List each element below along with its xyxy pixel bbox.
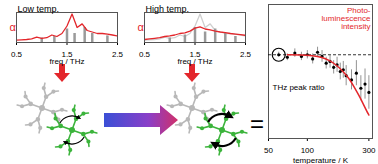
svg-text:freq / THz: freq / THz xyxy=(178,57,213,66)
svg-text:freq / THz: freq / THz xyxy=(50,57,85,66)
svg-text:300: 300 xyxy=(362,146,376,155)
svg-text:1.5: 1.5 xyxy=(61,50,73,60)
svg-text:THz peak ratio: THz peak ratio xyxy=(273,83,326,92)
svg-text:2.5: 2.5 xyxy=(112,50,124,59)
svg-text:α: α xyxy=(10,21,17,33)
svg-text:1.5: 1.5 xyxy=(189,50,201,60)
svg-text:0.5: 0.5 xyxy=(11,50,23,59)
svg-text:100: 100 xyxy=(301,146,315,155)
svg-text:0.5: 0.5 xyxy=(139,50,151,59)
svg-text:temperature / K: temperature / K xyxy=(293,156,349,164)
svg-text:α: α xyxy=(138,21,145,33)
svg-text:Low temp.: Low temp. xyxy=(18,4,60,14)
svg-text:Photo-luminescenceintensity: Photo-luminescenceintensity xyxy=(322,6,371,31)
svg-text:50: 50 xyxy=(264,146,273,155)
svg-text:2.5: 2.5 xyxy=(240,50,252,59)
svg-text:High temp.: High temp. xyxy=(146,4,190,14)
svg-text:=: = xyxy=(250,110,264,137)
